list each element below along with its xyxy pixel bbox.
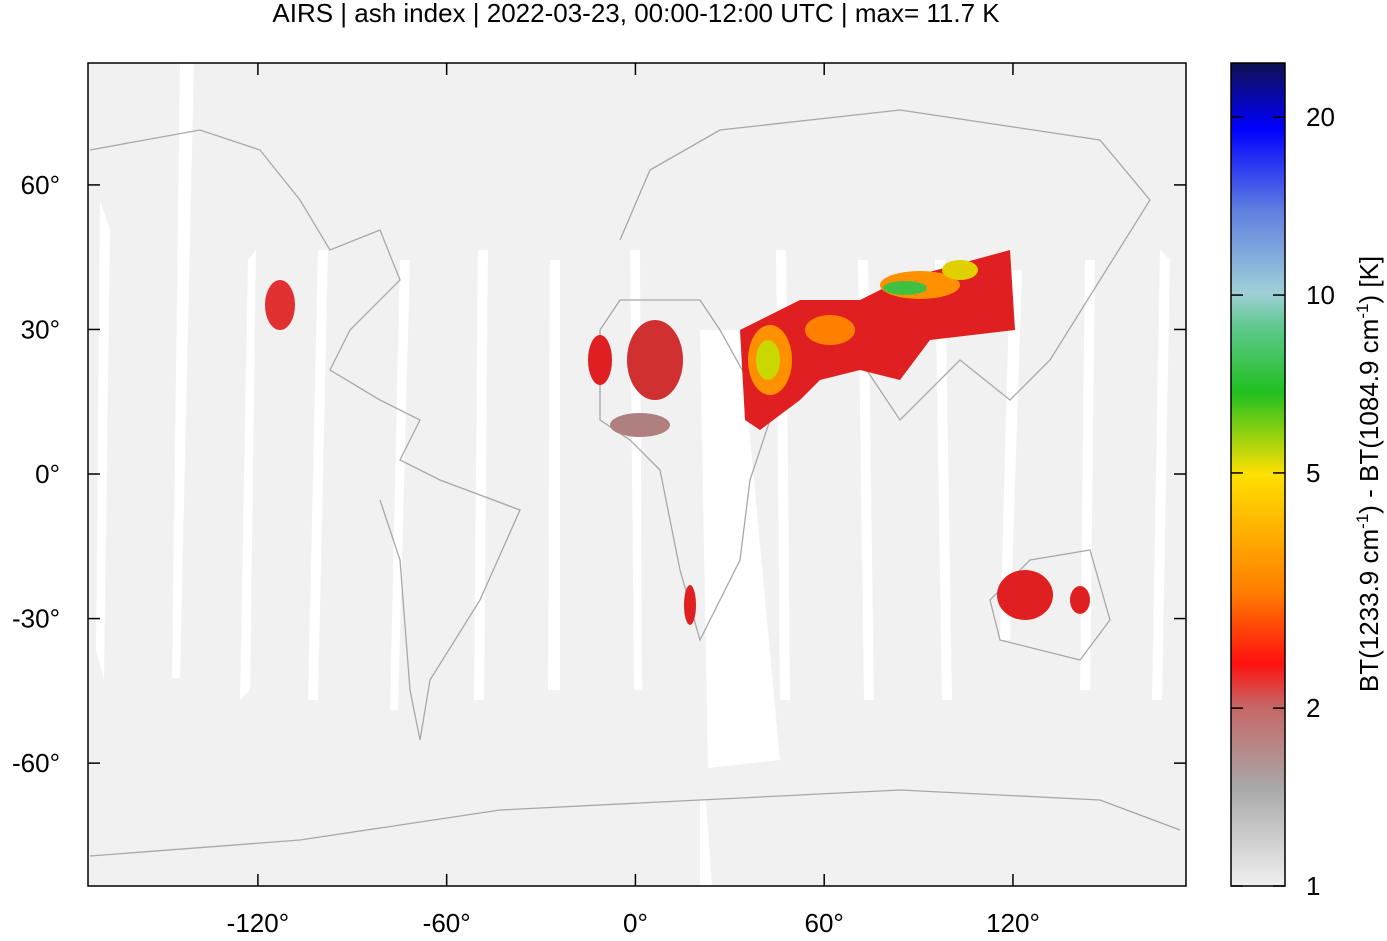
map [88,63,1186,886]
colorbar [1230,62,1286,887]
title: AIRS | ash index | 2022-03-23, 00:00-12:… [272,0,1000,28]
colorbar-label: BT(1233.9 cm-1) - BT(1084.9 cm-1) [K] [1353,256,1384,692]
label-part: BT(1233.9 cm [1354,529,1384,692]
label-part: ) [K] [1354,256,1384,304]
y-tick-label: 60° [21,170,60,200]
x-tick-label: 60° [805,908,844,936]
colorbar-tick-label: 5 [1306,458,1320,488]
ash-retrievals [265,250,1090,625]
colorbar-tick-label: 10 [1306,280,1335,310]
colorbar-tick-label: 1 [1306,871,1320,901]
x-tick-label: -120° [227,908,289,936]
y-tick-label: -30° [12,604,60,634]
x-tick-label: 0° [623,908,648,936]
y-tick-label: 0° [35,459,60,489]
y-tick-label: 30° [21,314,60,344]
y-tick-label: -60° [12,748,60,778]
colorbar-tick-label: 2 [1306,693,1320,723]
label-sup: -1 [1353,514,1372,529]
colorbar-tick-label: 20 [1306,102,1335,132]
label-part: ) - BT(1084.9 cm [1354,319,1384,514]
coastlines [89,109,1181,857]
x-tick-label: 120° [986,908,1040,936]
x-tick-label: -60° [423,908,471,936]
label-sup: -1 [1353,304,1372,319]
